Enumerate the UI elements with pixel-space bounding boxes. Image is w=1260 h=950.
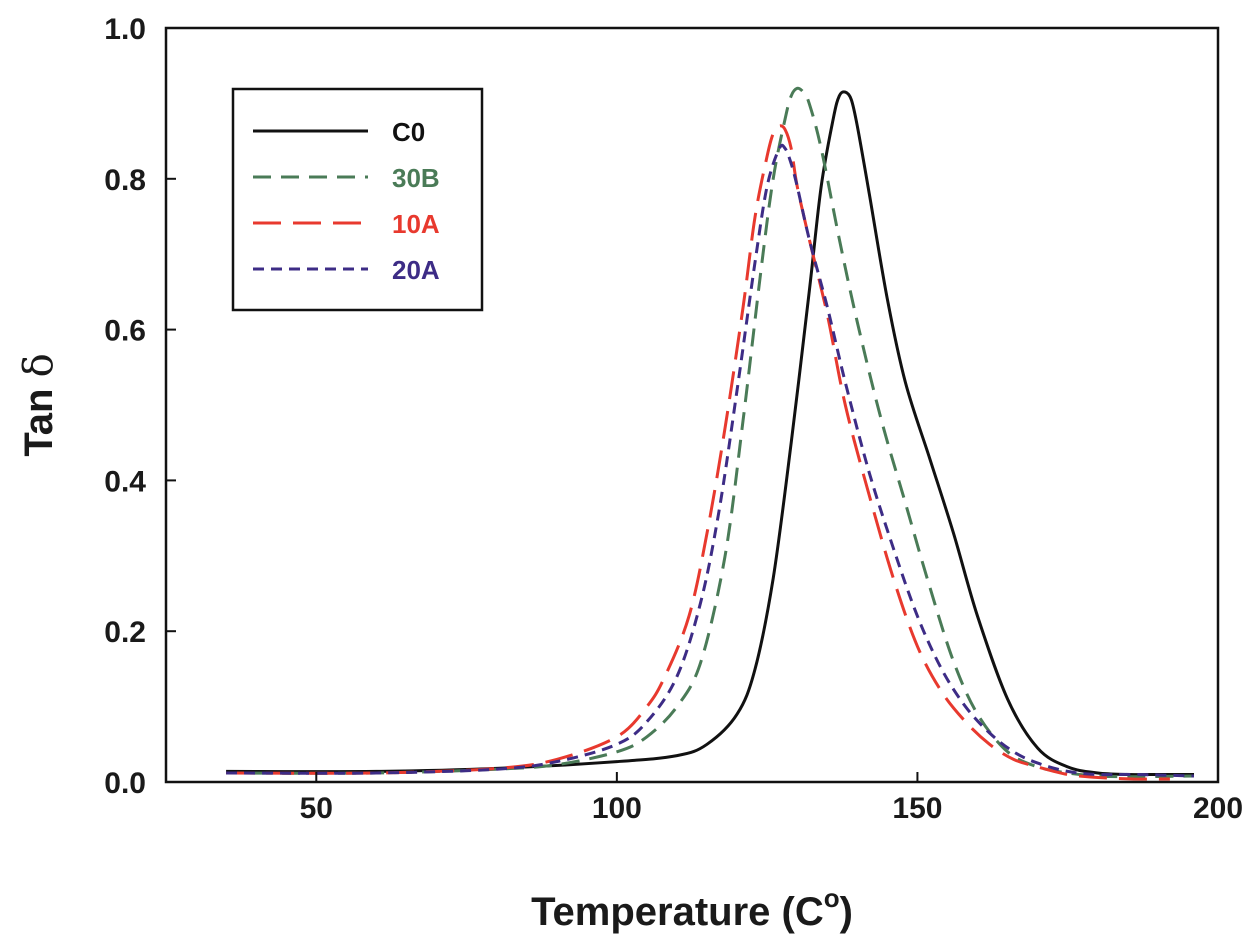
x-axis-title-close: ) [840, 890, 853, 934]
legend-label-20a: 20A [392, 255, 440, 285]
series-layer [226, 86, 1195, 781]
y-tick-label: 0.2 [104, 616, 146, 649]
y-tick-label: 0.8 [104, 164, 146, 197]
y-tick-label: 0.6 [104, 315, 146, 348]
x-tick-label: 50 [300, 792, 333, 825]
legend-box [231, 87, 484, 312]
x-tick-label: 200 [1193, 792, 1243, 825]
series-line-20a [226, 143, 1195, 778]
x-axis: 50 100 150 200 [300, 772, 1243, 825]
x-axis-title-superscript: o [824, 883, 840, 913]
x-tick-label: 150 [892, 792, 942, 825]
y-axis-title: Tan δ [16, 353, 62, 456]
legend: C0 30B 10A 20A [231, 87, 484, 312]
y-tick-label: 0.4 [104, 465, 146, 498]
y-tick-label: 0.0 [104, 767, 146, 800]
y-tick-label: 1.0 [104, 13, 146, 46]
plot-frame [164, 26, 1220, 784]
series-line-c0 [226, 90, 1194, 777]
legend-label-10a: 10A [392, 209, 440, 239]
x-tick-label: 100 [592, 792, 642, 825]
legend-label-c0: C0 [392, 117, 425, 147]
x-axis-title: Temperature (Co) [531, 883, 853, 934]
series-line-10a [226, 124, 1170, 781]
y-axis-title-delta: δ [16, 353, 62, 377]
y-axis: 0.0 0.2 0.4 0.6 0.8 1.0 [104, 13, 176, 800]
legend-label-30b: 30B [392, 163, 440, 193]
